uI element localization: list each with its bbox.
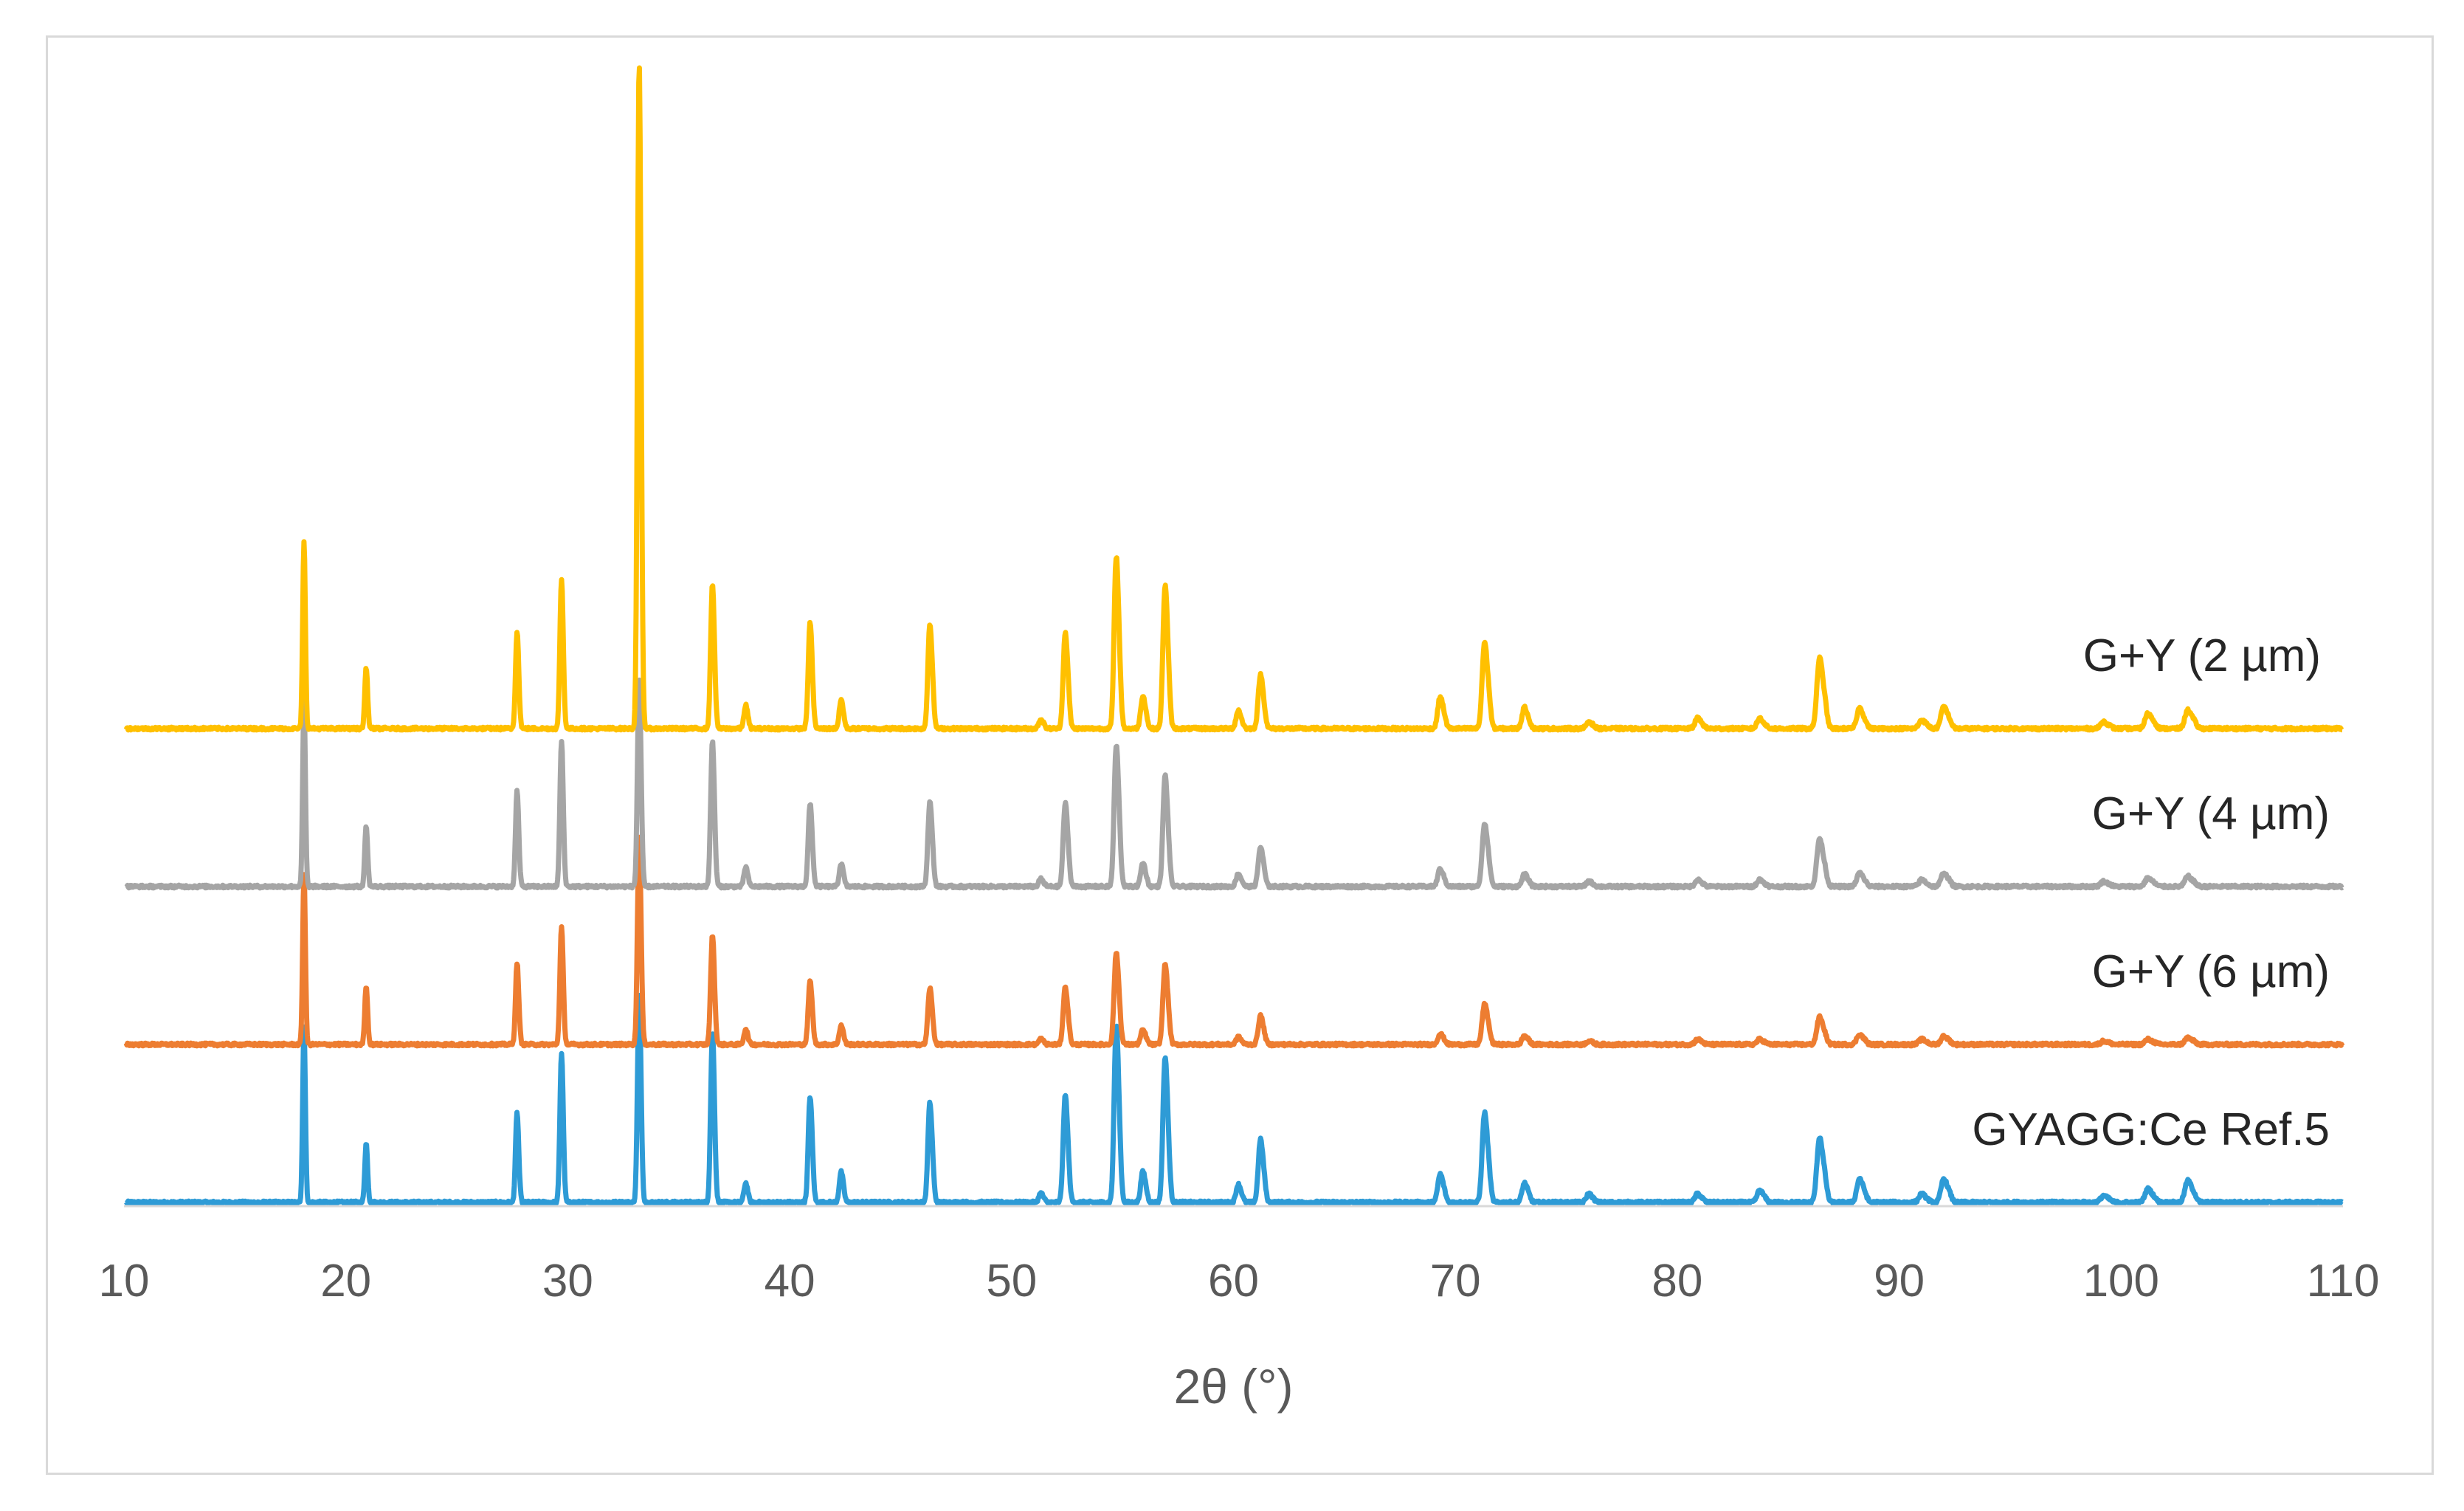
series-line bbox=[123, 65, 2344, 733]
x-tick-label: 20 bbox=[320, 1256, 371, 1307]
x-tick-label: 80 bbox=[1652, 1256, 1702, 1307]
x-tick-label: 50 bbox=[986, 1256, 1037, 1307]
series-line bbox=[124, 677, 2344, 891]
chart-frame: 10 20 30 40 50 60 70 80 90 100 110 G+Y (2 µm) G+Y (… bbox=[46, 35, 2434, 1475]
x-tick-label: 110 bbox=[2307, 1256, 2380, 1307]
x-tick-label: 90 bbox=[1874, 1256, 1925, 1307]
x-tick-labels: 10 20 30 40 50 60 70 80 90 100 110 bbox=[99, 1256, 2380, 1307]
x-tick-label: 10 bbox=[99, 1256, 150, 1307]
series-label: G+Y (2 µm) bbox=[2083, 630, 2321, 681]
chart-plot: 10 20 30 40 50 60 70 80 90 100 110 G+Y (2 µm)G+Y (… bbox=[99, 65, 2380, 1414]
x-tick-label: 40 bbox=[765, 1256, 815, 1307]
x-tick-label: 70 bbox=[1430, 1256, 1481, 1307]
series-line bbox=[124, 993, 2344, 1207]
x-axis-title: 2θ (°) bbox=[1173, 1359, 1293, 1414]
x-tick-label: 30 bbox=[542, 1256, 593, 1307]
series-label: G+Y (4 µm) bbox=[2092, 788, 2330, 839]
series-label: G+Y (6 µm) bbox=[2092, 946, 2330, 997]
series-line bbox=[123, 834, 2345, 1049]
series-traces bbox=[123, 65, 2345, 1207]
series-labels: G+Y (2 µm) G+Y (4 µm) G+Y (6 µm) GYAGG:Ce R… bbox=[1972, 630, 2330, 1155]
x-tick-label: 100 bbox=[2083, 1256, 2159, 1307]
series-label: GYAGG:Ce Ref.5 bbox=[1972, 1104, 2330, 1155]
x-tick-label: 60 bbox=[1208, 1256, 1259, 1307]
